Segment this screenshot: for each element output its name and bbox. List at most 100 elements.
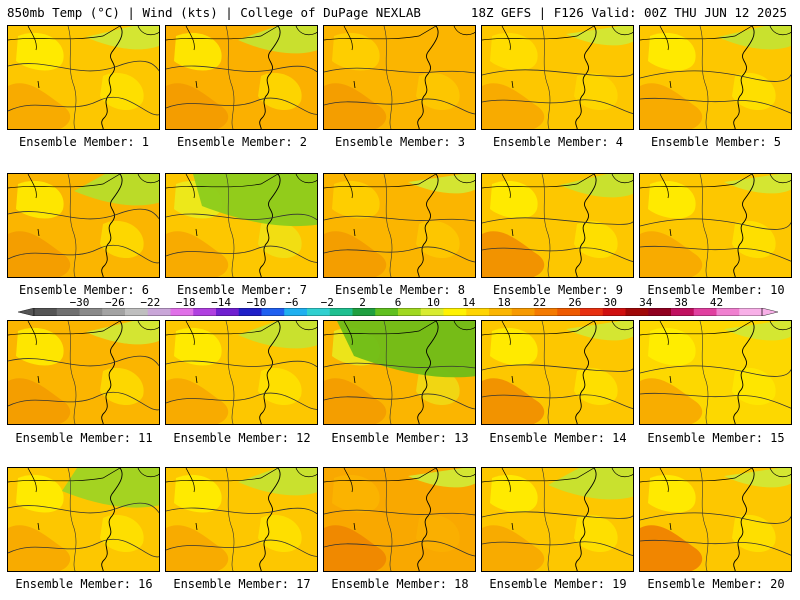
colorbar-swatch [739, 308, 763, 316]
colorbar-swatch [466, 308, 490, 316]
colorbar-swatch [557, 308, 581, 316]
ensemble-member-label: Ensemble Member: 8 [334, 283, 466, 297]
colorbar-swatch [489, 308, 513, 316]
temperature-map [482, 321, 633, 424]
ensemble-member-label: Ensemble Member: 18 [331, 577, 469, 591]
ensemble-member-label: Ensemble Member: 9 [492, 283, 624, 297]
colorbar-swatch [147, 308, 171, 316]
colorbar-tick-label: −6 [285, 296, 299, 309]
ensemble-member-label: Ensemble Member: 19 [489, 577, 627, 591]
colorbar-tick-label: −18 [175, 296, 196, 309]
ensemble-member-label: Ensemble Member: 3 [334, 135, 466, 149]
colorbar-swatch [216, 308, 240, 316]
ensemble-member-map[interactable] [481, 25, 634, 130]
ensemble-member-label: Ensemble Member: 1 [18, 135, 150, 149]
colorbar-swatch [125, 308, 149, 316]
chart-title: 850mb Temp (°C) | Wind (kts) | College o… [7, 5, 421, 20]
colorbar-swatch [671, 308, 695, 316]
colorbar-tick-label: 6 [394, 296, 402, 309]
colorbar-swatch [648, 308, 672, 316]
temperature-map [482, 174, 633, 277]
ensemble-member-label: Ensemble Member: 16 [15, 577, 153, 591]
ensemble-member-map[interactable] [165, 173, 318, 278]
temperature-colorbar [18, 308, 778, 316]
ensemble-member-map[interactable] [481, 173, 634, 278]
ensemble-member-map[interactable] [165, 25, 318, 130]
ensemble-member-label: Ensemble Member: 20 [647, 577, 785, 591]
temperature-map [8, 468, 159, 571]
colorbar-tick-label: −26 [104, 296, 125, 309]
colorbar-tick-label: 14 [462, 296, 476, 309]
ensemble-member-map[interactable] [639, 320, 792, 425]
colorbar-swatch [102, 308, 126, 316]
colorbar-swatch [261, 308, 285, 316]
temperature-map [8, 26, 159, 129]
temperature-map [324, 26, 475, 129]
ensemble-member-map[interactable] [323, 25, 476, 130]
colorbar-tick-label: 2 [359, 296, 366, 309]
temperature-map [640, 174, 791, 277]
temperature-map [482, 26, 633, 129]
temperature-map [324, 468, 475, 571]
ensemble-member-label: Ensemble Member: 12 [173, 431, 311, 445]
colorbar-swatch [625, 308, 649, 316]
ensemble-member-map[interactable] [7, 320, 160, 425]
ensemble-member-label: Ensemble Member: 2 [176, 135, 308, 149]
ensemble-member-map[interactable] [165, 467, 318, 572]
ensemble-member-map[interactable] [481, 320, 634, 425]
ensemble-member-label: Ensemble Member: 11 [15, 431, 153, 445]
colorbar-tick-label: −30 [69, 296, 90, 309]
temperature-map [640, 321, 791, 424]
temperature-map [166, 468, 317, 571]
colorbar-swatch [375, 308, 399, 316]
colorbar-swatch [79, 308, 103, 316]
ensemble-member-label: Ensemble Member: 14 [489, 431, 627, 445]
ensemble-member-label: Ensemble Member: 6 [18, 283, 150, 297]
colorbar-swatch [580, 308, 604, 316]
colorbar-tick-label: 30 [603, 296, 617, 309]
colorbar-swatch [284, 308, 308, 316]
colorbar-swatch [34, 308, 58, 316]
colorbar-tick-label: −10 [246, 296, 267, 309]
ensemble-member-map[interactable] [639, 25, 792, 130]
temperature-map [324, 321, 475, 424]
ensemble-member-map[interactable] [7, 25, 160, 130]
ensemble-member-map[interactable] [639, 467, 792, 572]
colorbar-swatch [329, 308, 353, 316]
run-info: 18Z GEFS | F126 Valid: 00Z THU JUN 12 20… [470, 5, 787, 20]
temperature-map [8, 174, 159, 277]
colorbar-tick-label: −2 [320, 296, 334, 309]
temperature-map [8, 321, 159, 424]
ensemble-member-label: Ensemble Member: 7 [176, 283, 308, 297]
colorbar-swatch [238, 308, 262, 316]
colorbar-tick-label: 42 [709, 296, 724, 309]
ensemble-member-map[interactable] [639, 173, 792, 278]
temperature-map [640, 26, 791, 129]
temperature-map [166, 174, 317, 277]
ensemble-member-map[interactable] [7, 173, 160, 278]
colorbar-swatch [352, 308, 376, 316]
colorbar-tick-label: 26 [568, 296, 582, 309]
colorbar-swatch [716, 308, 740, 316]
temperature-map [166, 321, 317, 424]
ensemble-member-map[interactable] [7, 467, 160, 572]
colorbar-swatch [307, 308, 331, 316]
ensemble-member-map[interactable] [165, 320, 318, 425]
colorbar-tick-label: 10 [426, 296, 440, 309]
colorbar-tick-label: −22 [140, 296, 161, 309]
ensemble-member-map[interactable] [323, 320, 476, 425]
colorbar-tick-label: 34 [639, 296, 653, 309]
ensemble-member-map[interactable] [481, 467, 634, 572]
colorbar-swatch [534, 308, 558, 316]
colorbar-swatch [398, 308, 422, 316]
colorbar-tick-label: 18 [497, 296, 511, 309]
colorbar-swatch [193, 308, 217, 316]
ensemble-member-map[interactable] [323, 467, 476, 572]
ensemble-member-map[interactable] [323, 173, 476, 278]
colorbar-swatch [602, 308, 626, 316]
colorbar-tick-label: 22 [532, 296, 547, 309]
temperature-map [166, 26, 317, 129]
colorbar-swatch [170, 308, 194, 316]
colorbar-swatch [511, 308, 535, 316]
